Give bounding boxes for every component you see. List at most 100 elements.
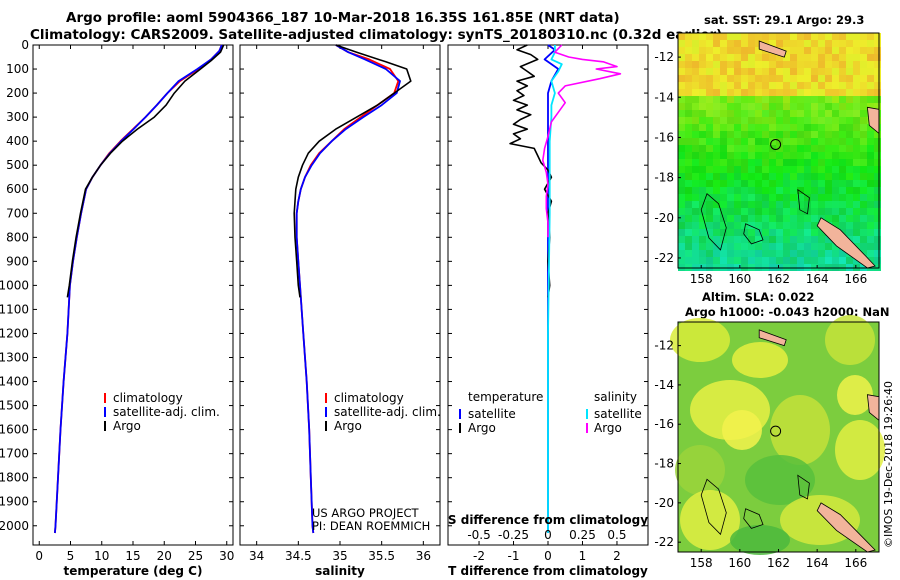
sst-pixel — [762, 208, 769, 215]
sst-pixel — [783, 131, 790, 138]
sst-pixel — [720, 194, 727, 201]
sst-pixel — [699, 257, 706, 264]
sst-pixel — [685, 173, 692, 180]
sst-pixel — [685, 110, 692, 117]
sst-pixel — [748, 138, 755, 145]
sst-pixel — [685, 159, 692, 166]
sst-pixel — [699, 82, 706, 89]
sst-pixel — [783, 152, 790, 159]
sst-pixel — [713, 124, 720, 131]
sst-pixel — [755, 187, 762, 194]
sst-pixel — [797, 68, 804, 75]
sst-pixel — [790, 180, 797, 187]
sst-pixel — [818, 47, 825, 54]
sst-pixel — [804, 180, 811, 187]
sst-pixel — [818, 103, 825, 110]
sst-pixel — [769, 243, 776, 250]
sst-pixel — [678, 47, 685, 54]
sst-pixel — [811, 47, 818, 54]
sst-pixel — [846, 159, 853, 166]
sst-pixel — [706, 110, 713, 117]
sst-pixel — [846, 138, 853, 145]
sst-pixel — [818, 236, 825, 243]
sst-pixel — [797, 173, 804, 180]
sst-pixel — [762, 201, 769, 208]
sst-pixel — [811, 131, 818, 138]
sst-pixel — [853, 145, 860, 152]
sst-pixel — [706, 103, 713, 110]
sst-pixel — [748, 131, 755, 138]
depth-tick-label: 700 — [6, 206, 29, 220]
sst-pixel — [846, 229, 853, 236]
sst-pixel — [727, 194, 734, 201]
sst-pixel — [720, 124, 727, 131]
sst-pixel — [678, 180, 685, 187]
sst-pixel — [839, 117, 846, 124]
sst-pixel — [874, 145, 881, 152]
sst-pixel — [860, 33, 867, 40]
sst-pixel — [860, 47, 867, 54]
sst-pixel — [776, 75, 783, 82]
sst-pixel — [713, 229, 720, 236]
sst-pixel — [720, 229, 727, 236]
sst-pixel — [867, 194, 874, 201]
sst-pixel — [790, 40, 797, 47]
sst-pixel — [839, 145, 846, 152]
sst-pixel — [839, 138, 846, 145]
sst-pixel — [804, 124, 811, 131]
sst-pixel — [748, 236, 755, 243]
sst-pixel — [734, 47, 741, 54]
sst-pixel — [755, 96, 762, 103]
sst-pixel — [720, 89, 727, 96]
sst-pixel — [769, 68, 776, 75]
salinity-frame — [239, 44, 441, 546]
sst-pixel — [748, 82, 755, 89]
sst-pixel — [685, 75, 692, 82]
sst-pixel — [867, 33, 874, 40]
sst-pixel — [706, 33, 713, 40]
sst-pixel — [706, 166, 713, 173]
sst-pixel — [846, 222, 853, 229]
sst-pixel — [790, 54, 797, 61]
sst-pixel — [713, 243, 720, 250]
sst-pixel — [685, 117, 692, 124]
sst-pixel — [699, 110, 706, 117]
sst-pixel — [860, 54, 867, 61]
sst-pixel — [832, 208, 839, 215]
sst-pixel — [853, 110, 860, 117]
sst-pixel — [713, 194, 720, 201]
difference-xtick-label: 0 — [544, 549, 552, 563]
sst-pixel — [832, 47, 839, 54]
legend-title-salinity: salinity — [594, 390, 637, 404]
sst-pixel — [720, 103, 727, 110]
sst-pixel — [769, 194, 776, 201]
sst-pixel — [769, 173, 776, 180]
sst-pixel — [804, 257, 811, 264]
sst-pixel — [825, 117, 832, 124]
sst-pixel — [874, 257, 881, 264]
sst-pixel — [706, 82, 713, 89]
sst-pixel — [706, 243, 713, 250]
sst-pixel — [832, 96, 839, 103]
sst-pixel — [853, 75, 860, 82]
sst-pixel — [797, 131, 804, 138]
sst-pixel — [727, 131, 734, 138]
sst-pixel — [755, 145, 762, 152]
sst-pixel — [734, 152, 741, 159]
sst-pixel — [867, 124, 874, 131]
temperature-xtick-label: 15 — [125, 549, 140, 563]
sst-pixel — [783, 82, 790, 89]
sst-pixel — [692, 33, 699, 40]
sst-pixel — [748, 194, 755, 201]
sst-pixel — [692, 124, 699, 131]
new-caledonia-land — [816, 502, 876, 553]
sst-pixel — [783, 243, 790, 250]
sst-pixel — [776, 166, 783, 173]
reef-outline — [797, 474, 810, 500]
sst-pixel — [720, 145, 727, 152]
sst-pixel — [860, 68, 867, 75]
sst-pixel — [804, 229, 811, 236]
sst-pixel — [790, 138, 797, 145]
sst-pixel — [678, 96, 685, 103]
sst-pixel — [748, 257, 755, 264]
